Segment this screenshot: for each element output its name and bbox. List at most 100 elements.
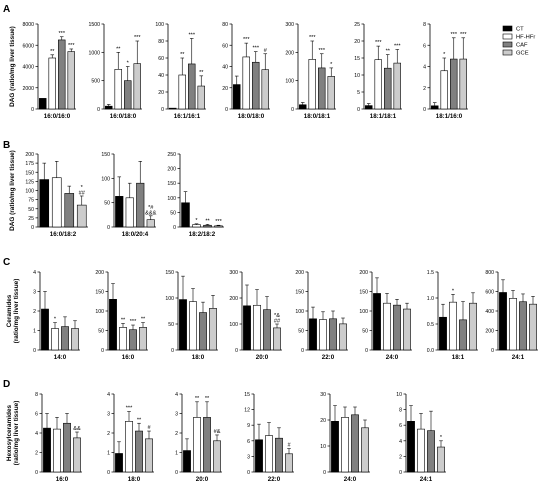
x-category-label: 18:1/18:1 [370,113,397,120]
legend-label-hf-hfr: HF-HFr [516,35,535,41]
y-tick-label: 1000 [88,50,100,56]
bar-hf-hfr [48,57,56,110]
y-tick-label: 100 [165,296,174,302]
bar-hf-hfr [509,298,517,351]
bar-gce [139,327,147,351]
y-tick-label: 100 [359,309,368,315]
significance-label: * [443,52,446,58]
significance-label: *** [252,46,259,52]
y-tick-label: 500 [91,79,100,85]
x-category-label: 14:0 [54,354,67,361]
bar-gce [67,51,75,110]
y-tick-label: 50 [104,201,110,207]
y-tick-label: 2000 [22,86,34,92]
bar-caf [519,301,527,351]
y-tick-label: 40 [222,65,228,71]
chart-D-23: 0 10 20 30 24:0 [320,392,370,483]
y-tick-label: 400 [485,309,494,315]
y-tick-label: 10 [320,444,326,450]
x-category-label: 16:0/16:0 [44,113,71,120]
x-category-label: 24:0 [344,476,357,483]
bar-hf-hfr [125,197,134,228]
bar-caf [64,193,75,228]
significance-label: ## [79,190,86,196]
bar-caf [351,414,359,473]
y-tick-label: 0 [171,348,174,354]
bar-gce [261,69,269,110]
bar-caf [263,309,271,351]
bar-caf [427,430,435,473]
bar-hf-hfr [440,70,448,110]
bar-caf [188,63,196,110]
bar-ct [365,105,373,110]
bar-hf-hfr [383,302,391,351]
bar-hf-hfr [308,59,316,110]
bar-ct [431,105,439,110]
significance-label: * [127,61,130,67]
significance-label: # [287,443,291,449]
y-tick-label: 2 [33,309,36,315]
y-tick-label: 0 [235,348,238,354]
y-tick-label: 100 [229,322,238,328]
y-tick-label: 15 [244,392,250,398]
bar-ct [39,98,47,110]
bar-gce [327,76,335,110]
bar-gce [273,327,281,351]
bar-gce [71,328,79,351]
bar-ct [43,427,51,473]
bar-ct [181,202,190,228]
panel-letter-B: B [3,140,10,151]
legend-swatch-caf [502,41,513,48]
y-tick-label: 10 [396,392,402,398]
bar-gce [76,204,87,228]
bar-ct [299,104,307,110]
y-tick-label: 150 [165,270,174,276]
y-tick-label: 3 [175,412,178,418]
y-tick-label: 1.5 [427,270,434,276]
y-tick-label: 0 [301,348,304,354]
bar-gce [213,440,221,473]
y-tick-label: 50 [28,207,34,213]
bar-hf-hfr [51,328,59,351]
chart-D-24: 0 2 4 6 8 10 * 24:1 [396,392,446,483]
bar-gce [459,58,467,110]
y-tick-label: 0 [225,107,228,113]
bar-caf [135,430,143,473]
chart-C-17: 0.0 0.5 1.0 1.5 * 18:1 [427,270,478,361]
bar-caf [384,67,392,110]
y-tick-label: 1.0 [427,296,434,302]
significance-label: *** [243,37,250,43]
y-tick-label: 200 [229,296,238,302]
bar-hf-hfr [125,420,133,473]
y-tick-label: 100 [285,79,294,85]
y-tick-label: 2 [175,431,178,437]
y-tick-label: 200 [359,270,368,276]
bar-gce [73,437,81,473]
y-tick-label: 6 [247,439,250,445]
x-category-label: 18:0 [128,476,141,483]
x-category-label: 16:0 [56,476,69,483]
bar-gce [393,62,401,110]
chart-B-9: 0 50 100 150 *#&&& 18:0/20:4 [101,152,156,238]
chart-A-4: 0 20 40 60 80 ****** #18:0/18:0 [222,22,270,120]
bar-caf [129,329,137,351]
bar-ct [169,107,177,110]
y-tick-label: 4 [35,431,38,437]
bar-hf-hfr [417,428,425,473]
y-tick-label: 0 [101,348,104,354]
significance-label: *** [58,31,65,37]
significance-label: *** [394,44,401,50]
bar-ct [183,450,191,473]
chart-C-15: 0 50 100 150 200 22:0 [295,270,348,361]
y-tick-label: 4 [399,439,402,445]
y-tick-label: 4 [107,392,110,398]
bar-hf-hfr [319,319,327,351]
legend-swatch-hf-hfr [502,33,513,40]
x-category-label: 16:0 [122,354,135,361]
significance-label: # [147,425,151,431]
y-tick-label: 3 [107,412,110,418]
